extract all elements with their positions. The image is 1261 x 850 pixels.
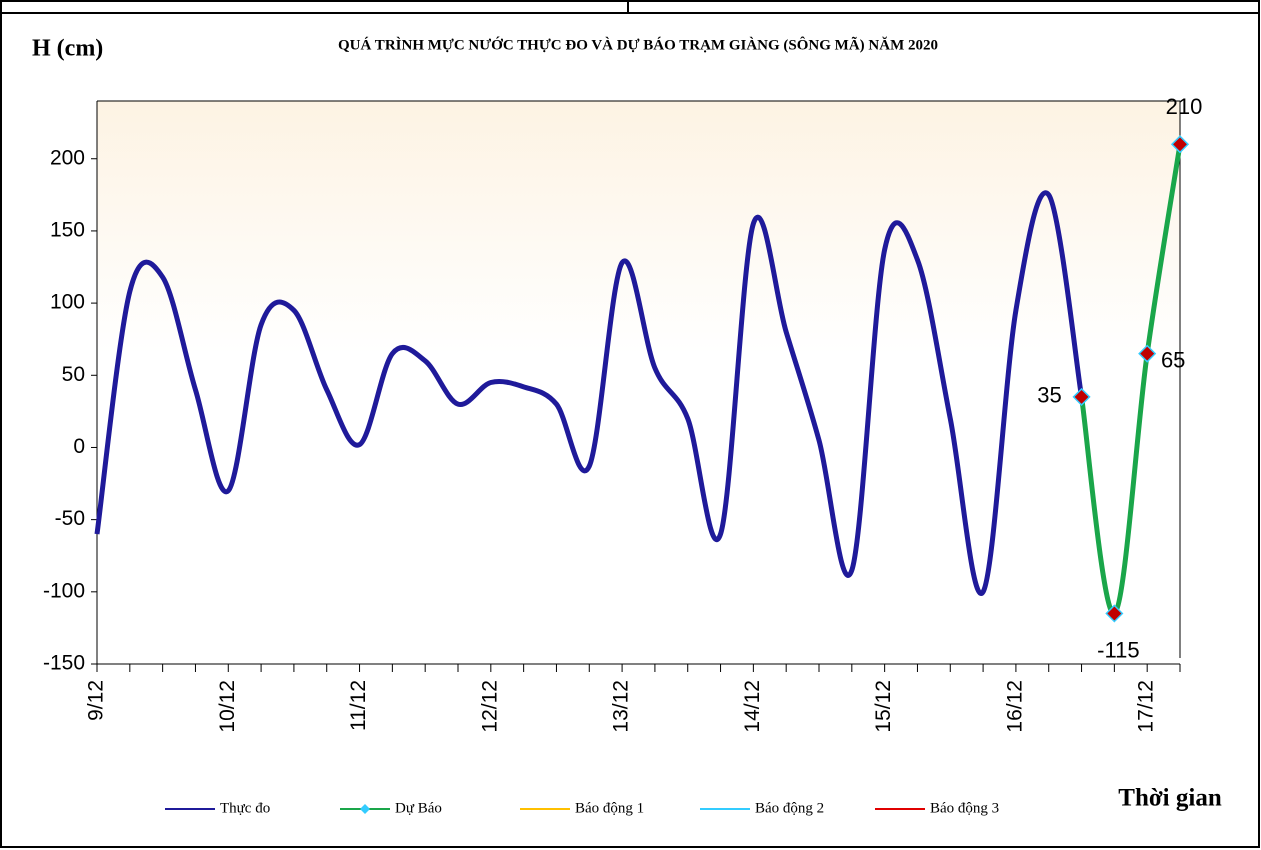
- y-tick-label: 150: [50, 218, 85, 241]
- legend-label: Báo động 3: [930, 800, 999, 816]
- data-label: 65: [1161, 347, 1185, 372]
- y-tick-label: -150: [43, 652, 85, 675]
- chart-title: QUÁ TRÌNH MỰC NƯỚC THỰC ĐO VÀ DỰ BÁO TRẠ…: [338, 35, 938, 53]
- legend-marker: [360, 804, 370, 814]
- x-tick-label: 10/12: [216, 680, 239, 733]
- x-tick-label: 16/12: [1003, 680, 1026, 733]
- x-axis-title: Thời gian: [1118, 785, 1222, 812]
- data-label: 210: [1166, 94, 1203, 119]
- legend-label: Dự Báo: [395, 800, 442, 816]
- y-tick-label: 100: [50, 291, 85, 314]
- marker: [1072, 387, 1091, 406]
- y-tick-label: -50: [55, 507, 85, 530]
- x-tick-label: 9/12: [85, 680, 108, 721]
- x-tick-label: 13/12: [610, 680, 633, 733]
- legend-label: Báo động 2: [755, 800, 824, 816]
- legend-label: Thực đo: [220, 800, 270, 816]
- data-label: -115: [1097, 637, 1139, 662]
- x-tick-label: 11/12: [347, 680, 370, 731]
- legend-label: Báo động 1: [575, 800, 644, 816]
- x-tick-label: 14/12: [741, 680, 764, 733]
- series-line: [1079, 143, 1183, 616]
- y-tick-label: 50: [62, 363, 85, 386]
- plot-area: [97, 101, 1180, 664]
- x-tick-label: 17/12: [1135, 680, 1158, 733]
- y-axis-title: H (cm): [32, 36, 103, 62]
- y-tick-label: 0: [73, 435, 85, 458]
- x-tick-label: 15/12: [872, 680, 895, 733]
- y-tick-label: -100: [43, 579, 85, 602]
- marker: [1138, 344, 1157, 363]
- y-tick-label: 200: [50, 146, 85, 169]
- header-strip: [0, 0, 1260, 14]
- data-label: 35: [1037, 383, 1061, 408]
- marker: [1105, 604, 1124, 623]
- x-tick-label: 12/12: [478, 680, 501, 733]
- marker: [1170, 135, 1190, 154]
- series-line: [94, 190, 1085, 596]
